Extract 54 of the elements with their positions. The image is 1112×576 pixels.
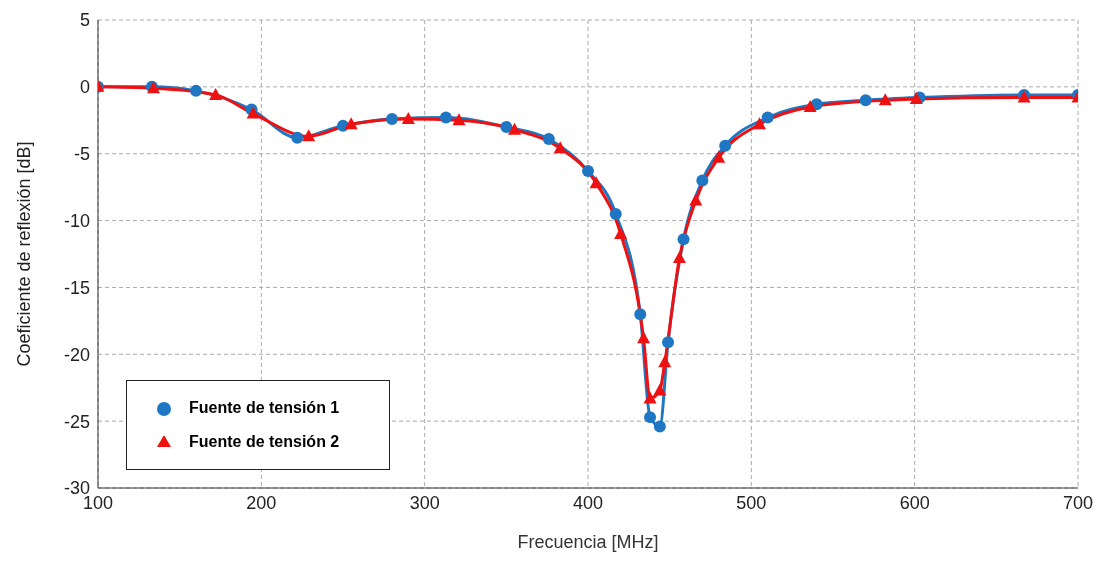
point [401, 111, 415, 124]
legend-label: Fuente de tensión 2 [189, 433, 340, 450]
x-axis-title: Frecuencia [MHz] [517, 532, 659, 552]
x-tick-label: 300 [409, 492, 440, 513]
point [662, 336, 675, 349]
point [634, 308, 647, 321]
point [500, 120, 513, 133]
point [302, 129, 316, 142]
x-tick-label: 400 [572, 492, 604, 513]
point [452, 113, 466, 126]
point [658, 355, 672, 368]
x-tick-label: 200 [246, 492, 277, 513]
x-tick-label: 600 [899, 492, 930, 513]
x-tick-label: 500 [736, 492, 767, 513]
point [637, 331, 651, 344]
y-tick-label: -5 [73, 144, 90, 165]
point [677, 233, 690, 246]
point [719, 139, 732, 152]
y-tick-label: -10 [63, 210, 90, 231]
point [859, 94, 872, 107]
y-axis-title: Coeficiente de reflexión [dB] [14, 141, 35, 367]
point [582, 165, 594, 178]
point [508, 122, 521, 135]
y-tick-label: -25 [63, 411, 90, 432]
point [712, 150, 726, 163]
point [878, 93, 892, 106]
y-tick-label: 5 [79, 10, 90, 31]
point [542, 133, 555, 146]
y-tick-label: -15 [63, 277, 90, 298]
point [386, 112, 398, 125]
point [589, 176, 603, 189]
point [439, 111, 452, 124]
point [653, 383, 667, 396]
point [609, 207, 622, 220]
point [753, 117, 766, 130]
x-tick-label: 700 [1062, 492, 1094, 513]
point [614, 226, 628, 239]
point [803, 99, 817, 112]
point [696, 174, 709, 187]
point [190, 84, 202, 97]
point [689, 193, 703, 206]
point [909, 91, 923, 104]
point [643, 391, 657, 404]
y-tick-label: 0 [79, 77, 90, 98]
point [653, 420, 666, 433]
point [761, 111, 774, 124]
point [672, 251, 686, 264]
point [344, 117, 358, 130]
y-tick-label: -20 [63, 344, 90, 365]
point [644, 411, 657, 424]
point [209, 87, 223, 100]
point [291, 131, 304, 144]
point [553, 141, 567, 154]
legend-label: Fuente de tensión 1 [189, 399, 340, 416]
